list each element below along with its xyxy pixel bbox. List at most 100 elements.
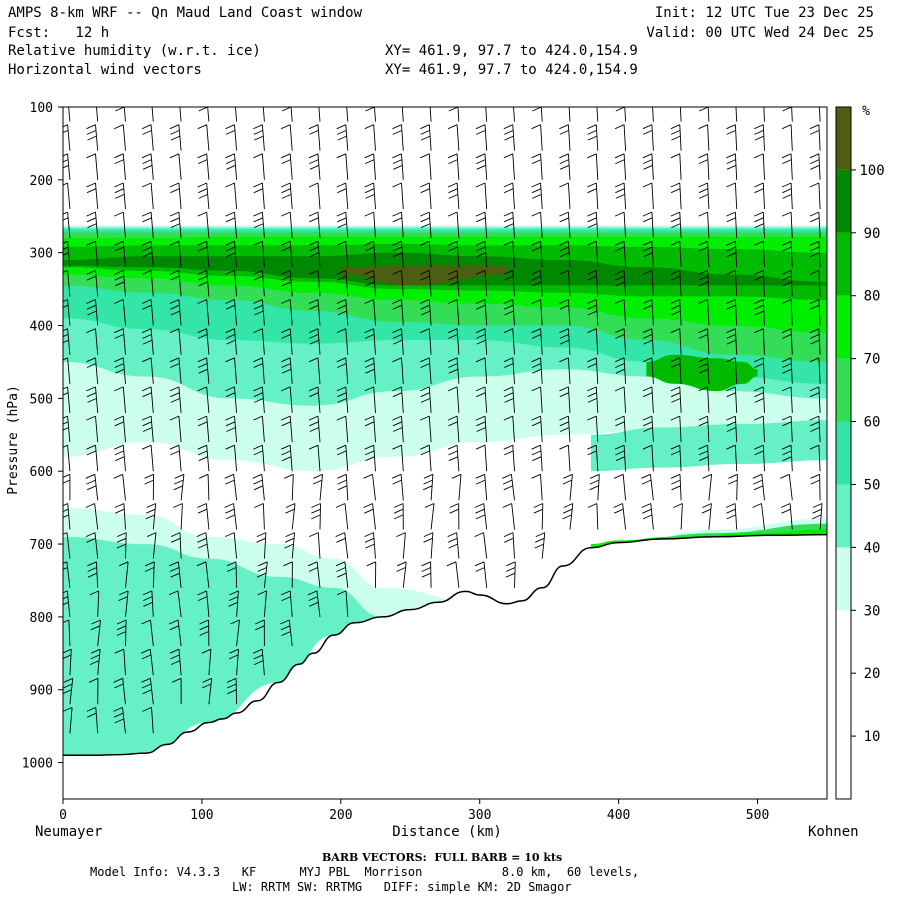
wind-barb <box>781 299 793 326</box>
wind-barb <box>754 269 765 297</box>
wind-barb <box>818 107 821 122</box>
wind-barb <box>726 357 738 384</box>
wind-barb <box>225 299 238 326</box>
wind-barb <box>642 269 654 297</box>
wind-barb <box>587 328 599 355</box>
terrain-line <box>63 533 827 757</box>
wind-barb <box>392 328 404 355</box>
wind-barb <box>85 532 99 559</box>
wind-barb <box>475 386 488 413</box>
wind-barb <box>698 153 710 180</box>
wind-barb <box>559 124 571 151</box>
wind-barb <box>281 415 293 443</box>
wind-barb <box>475 357 488 384</box>
wind-barb <box>642 299 654 326</box>
wind-barb <box>451 473 462 501</box>
wind-barb <box>118 590 129 617</box>
wind-barb <box>559 240 571 268</box>
wind-barb <box>225 153 238 180</box>
wind-barb <box>346 107 349 122</box>
wind-barb <box>401 107 404 122</box>
wind-barb <box>809 269 821 297</box>
wind-barb <box>169 211 182 239</box>
wind-barb <box>698 211 710 239</box>
wind-barb <box>198 107 210 122</box>
wind-barb <box>614 299 627 326</box>
wind-barb <box>90 619 101 647</box>
wind-barb <box>173 473 185 501</box>
wind-barb <box>396 532 406 559</box>
wind-barb <box>559 182 571 210</box>
wind-barb <box>281 590 293 617</box>
wind-barb <box>196 561 210 588</box>
wind-barb <box>307 590 321 617</box>
wind-barb <box>781 415 793 443</box>
rh-region-40-12 <box>590 420 827 472</box>
wind-barb <box>63 706 73 734</box>
wind-barb <box>197 386 210 413</box>
wind-barb <box>642 182 654 210</box>
wind-barb <box>698 299 710 326</box>
wind-barb <box>364 328 376 355</box>
wind-barb <box>308 124 321 151</box>
wind-barb <box>96 107 99 122</box>
wind-barb <box>113 706 126 734</box>
wind-barb <box>114 182 126 210</box>
wind-barb <box>702 473 713 501</box>
wind-barb <box>726 415 738 443</box>
wind-barb <box>614 153 627 180</box>
wind-barb <box>447 153 460 180</box>
wind-barb <box>281 107 293 122</box>
wind-barb <box>475 211 488 239</box>
wind-barb <box>169 415 182 443</box>
wind-barb <box>116 619 127 647</box>
wind-barb <box>502 473 515 501</box>
wind-barb <box>87 561 99 588</box>
wind-barb <box>726 240 738 268</box>
wind-barb <box>308 240 321 268</box>
wind-barb <box>197 328 210 355</box>
colorbar-segment <box>836 736 851 799</box>
wind-barb <box>392 357 404 384</box>
wind-barb <box>809 357 821 384</box>
wind-barb <box>86 240 99 268</box>
wind-barb <box>141 299 154 326</box>
wind-barb <box>420 182 432 210</box>
wind-barb <box>141 357 154 384</box>
wind-barb <box>68 107 71 122</box>
wind-barb <box>86 182 99 210</box>
wind-barb <box>420 211 432 239</box>
wind-barb <box>754 153 765 180</box>
wind-barb <box>169 299 182 326</box>
wind-barb <box>113 677 126 705</box>
wind-barb <box>364 240 376 268</box>
wind-barb <box>725 503 738 530</box>
wind-barb <box>308 444 321 472</box>
wind-barb <box>503 182 515 210</box>
wind-barb <box>754 182 765 210</box>
rh-region-100-7 <box>340 265 508 286</box>
wind-barb <box>559 357 571 384</box>
plot-frame <box>62 106 828 800</box>
wind-barb <box>614 328 627 355</box>
wind-barb <box>447 357 460 384</box>
wind-barb <box>641 473 654 501</box>
colorbar-segment <box>836 484 851 548</box>
wind-barb <box>698 240 710 268</box>
wind-barb <box>559 269 571 297</box>
wind-barb <box>281 240 293 268</box>
wind-barb <box>253 299 265 326</box>
wind-barb <box>531 211 543 239</box>
wind-barb <box>145 503 157 530</box>
wind-barb <box>781 211 793 239</box>
wind-barb <box>253 415 265 443</box>
wind-barb <box>726 328 738 355</box>
colorbar-label: 40 <box>864 540 881 556</box>
axis-layer: 100 200 300 400 500 600 700 800 900 1000 0 100 200 30… <box>22 101 770 823</box>
wind-barb <box>114 503 126 530</box>
wind-barb <box>447 328 460 355</box>
rh-fill-layer <box>63 225 827 756</box>
wind-barb <box>281 269 293 297</box>
wind-barb <box>475 328 488 355</box>
wind-barb <box>780 473 793 501</box>
